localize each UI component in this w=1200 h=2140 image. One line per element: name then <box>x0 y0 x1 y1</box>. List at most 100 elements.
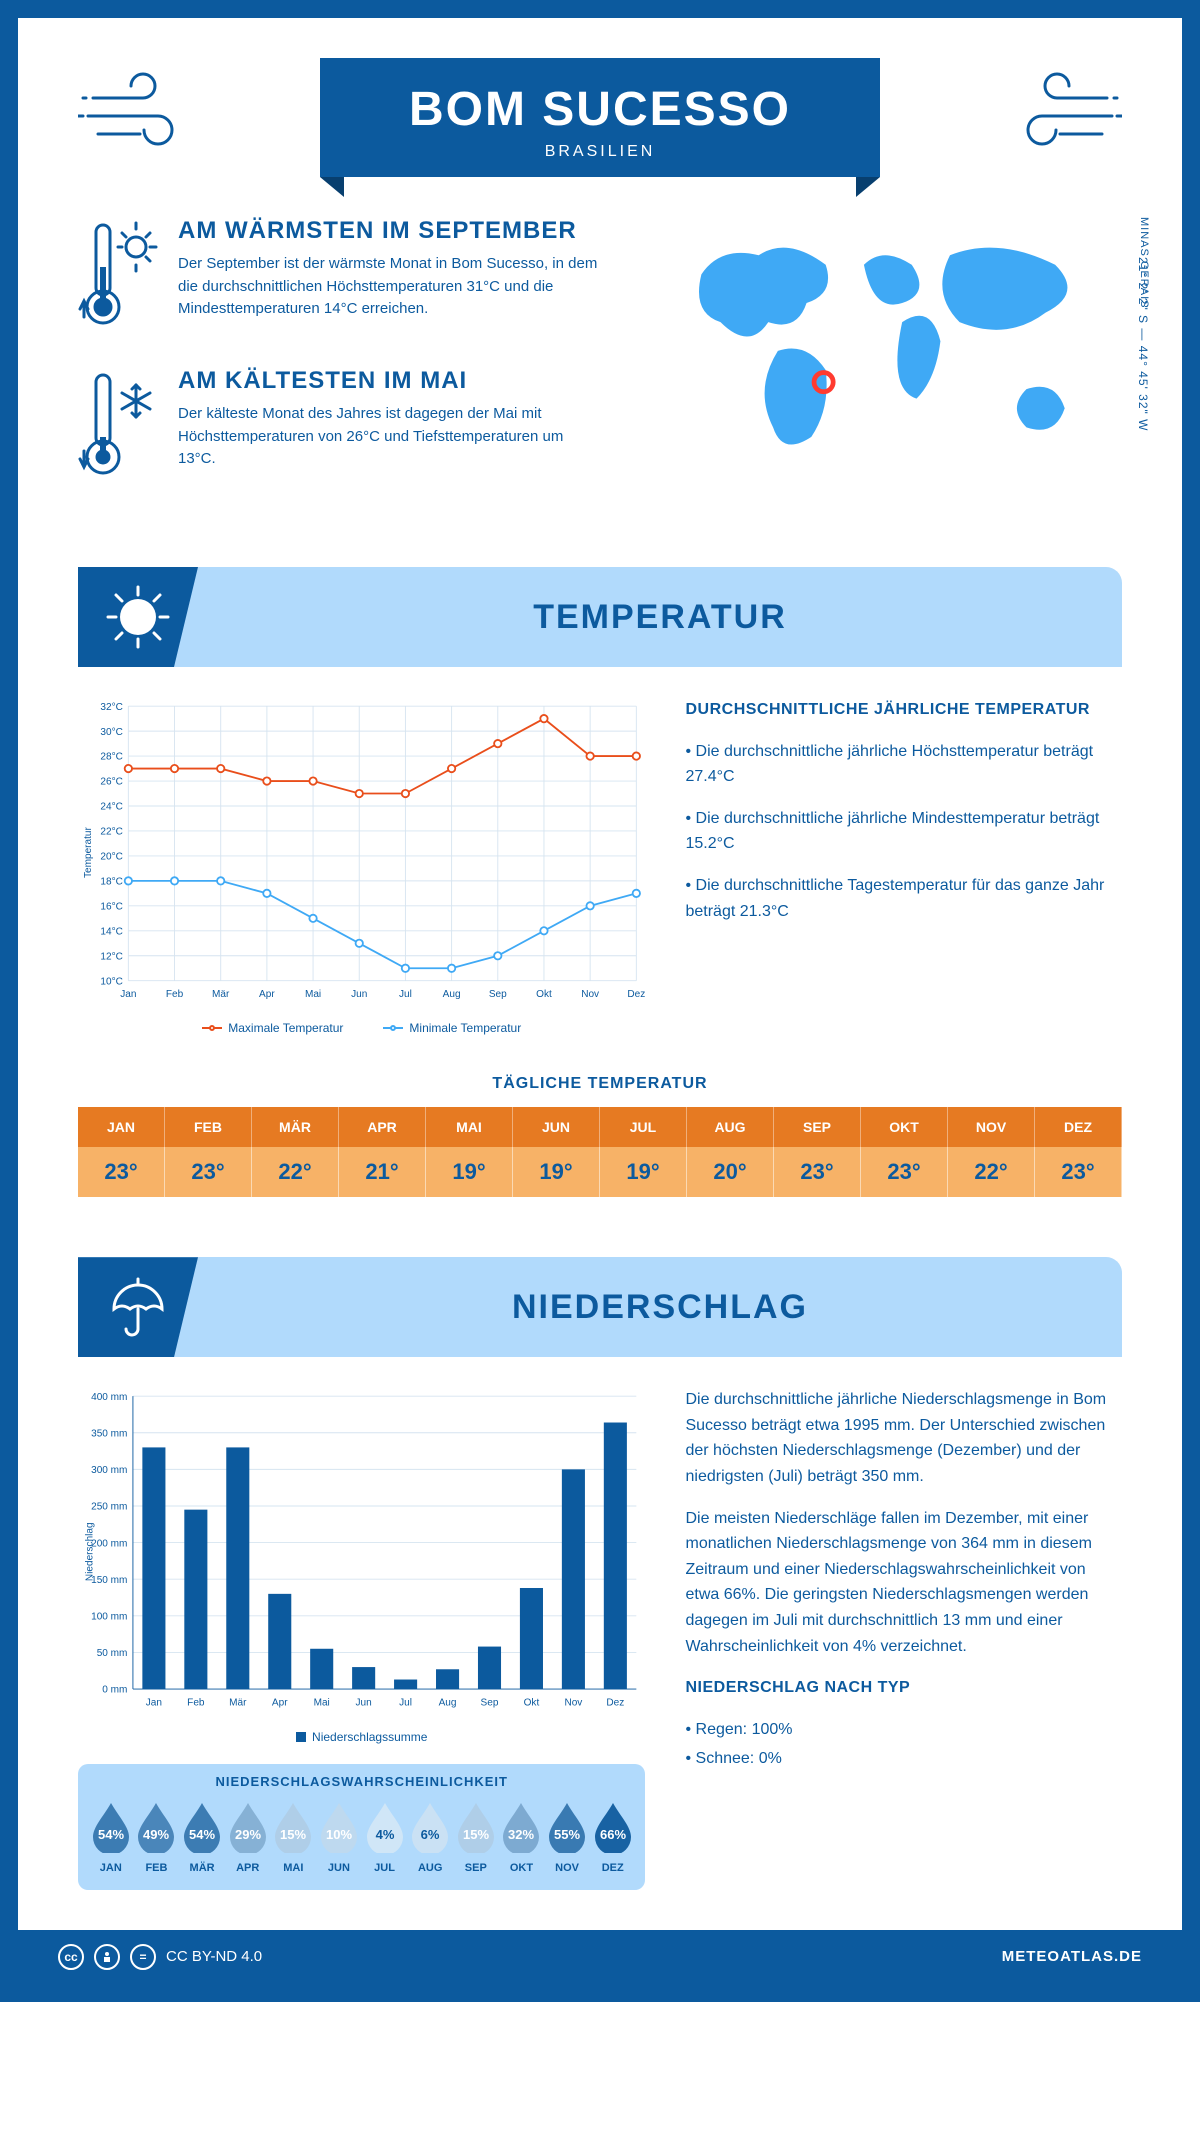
svg-text:Okt: Okt <box>536 989 552 1000</box>
by-icon <box>94 1944 120 1970</box>
avg-high-text: • Die durchschnittliche jährliche Höchst… <box>685 739 1122 790</box>
daily-temp-value: 21° <box>339 1147 426 1197</box>
temperature-title: TEMPERATUR <box>198 598 1122 637</box>
svg-text:Jul: Jul <box>399 989 412 1000</box>
svg-text:150 mm: 150 mm <box>91 1575 127 1586</box>
daily-temp-hdr: JAN <box>78 1107 165 1147</box>
probability-drop: 55% NOV <box>544 1799 590 1874</box>
umbrella-icon <box>102 1271 174 1343</box>
svg-text:50 mm: 50 mm <box>97 1648 128 1659</box>
precip-p1: Die durchschnittliche jährliche Niedersc… <box>685 1387 1122 1489</box>
warmest-text: Der September ist der wärmste Monat in B… <box>178 253 604 321</box>
daily-temp-hdr: NOV <box>948 1107 1035 1147</box>
probability-drop: 66% DEZ <box>590 1799 636 1874</box>
daily-temp-value: 22° <box>252 1147 339 1197</box>
svg-text:6%: 6% <box>421 1827 440 1842</box>
thermometer-snow-icon <box>78 367 158 487</box>
coldest-title: AM KÄLTESTEN IM MAI <box>178 367 604 395</box>
world-map <box>644 217 1122 490</box>
daily-temp-hdr: DEZ <box>1035 1107 1122 1147</box>
svg-text:20°C: 20°C <box>100 852 122 863</box>
svg-text:Jan: Jan <box>146 1698 162 1709</box>
daily-temp-hdr: JUL <box>600 1107 687 1147</box>
probability-drop: 10% JUN <box>316 1799 362 1874</box>
svg-text:Jan: Jan <box>120 989 136 1000</box>
svg-text:Sep: Sep <box>489 989 507 1000</box>
svg-text:Mai: Mai <box>305 989 321 1000</box>
svg-text:Niederschlag: Niederschlag <box>85 1523 96 1582</box>
precip-type-rain: • Regen: 100% <box>685 1717 1122 1743</box>
daily-temp-hdr: SEP <box>774 1107 861 1147</box>
svg-text:10%: 10% <box>326 1827 352 1842</box>
svg-text:300 mm: 300 mm <box>91 1465 127 1476</box>
precip-type-title: NIEDERSCHLAG NACH TYP <box>685 1675 1122 1701</box>
svg-text:16°C: 16°C <box>100 902 122 913</box>
probability-drop: 15% MAI <box>271 1799 317 1874</box>
daily-temp-hdr: OKT <box>861 1107 948 1147</box>
svg-text:49%: 49% <box>143 1827 169 1842</box>
precip-type-snow: • Schnee: 0% <box>685 1746 1122 1772</box>
wind-icon <box>78 68 198 158</box>
svg-text:Dez: Dez <box>627 989 645 1000</box>
overview: AM WÄRMSTEN IM SEPTEMBER Der September i… <box>78 217 1122 517</box>
probability-drop: 29% APR <box>225 1799 271 1874</box>
nd-icon: = <box>130 1944 156 1970</box>
thermometer-sun-icon <box>78 217 158 337</box>
daily-temp-hdr: FEB <box>165 1107 252 1147</box>
daily-temp-value: 19° <box>513 1147 600 1197</box>
svg-text:26°C: 26°C <box>100 777 122 788</box>
svg-text:Jul: Jul <box>399 1698 412 1709</box>
precipitation-bar-chart: 0 mm50 mm100 mm150 mm200 mm250 mm300 mm3… <box>78 1387 645 1717</box>
legend-max-label: Maximale Temperatur <box>228 1021 343 1035</box>
svg-text:Nov: Nov <box>564 1698 582 1709</box>
svg-text:Feb: Feb <box>187 1698 205 1709</box>
daily-temp-value: 23° <box>774 1147 861 1197</box>
daily-temp-hdr: APR <box>339 1107 426 1147</box>
svg-text:Mär: Mär <box>229 1698 247 1709</box>
daily-temp-value: 22° <box>948 1147 1035 1197</box>
daily-temp-table: JANFEBMÄRAPRMAIJUNJULAUGSEPOKTNOVDEZ 23°… <box>78 1107 1122 1197</box>
svg-text:350 mm: 350 mm <box>91 1429 127 1440</box>
daily-temp-value: 23° <box>165 1147 252 1197</box>
probability-drop: 6% AUG <box>407 1799 453 1874</box>
svg-text:100 mm: 100 mm <box>91 1612 127 1623</box>
legend-min-label: Minimale Temperatur <box>409 1021 521 1035</box>
svg-text:Temperatur: Temperatur <box>83 827 94 878</box>
warmest-title: AM WÄRMSTEN IM SEPTEMBER <box>178 217 604 245</box>
brand-text: METEOATLAS.DE <box>1002 1948 1142 1965</box>
probability-title: NIEDERSCHLAGSWAHRSCHEINLICHKEIT <box>88 1774 635 1789</box>
svg-text:Dez: Dez <box>606 1698 624 1709</box>
probability-drop: 54% MÄR <box>179 1799 225 1874</box>
daily-temp-value: 23° <box>861 1147 948 1197</box>
wind-icon <box>1002 68 1122 158</box>
precipitation-section-header: NIEDERSCHLAG <box>78 1257 1122 1357</box>
footer: cc = CC BY-ND 4.0 METEOATLAS.DE <box>18 1930 1182 1984</box>
svg-text:22°C: 22°C <box>100 827 122 838</box>
temperature-section-header: TEMPERATUR <box>78 567 1122 667</box>
warmest-block: AM WÄRMSTEN IM SEPTEMBER Der September i… <box>78 217 604 337</box>
sun-icon <box>102 581 174 653</box>
temperature-legend: Maximale Temperatur Minimale Temperatur <box>78 1021 645 1035</box>
svg-text:Mai: Mai <box>314 1698 330 1709</box>
daily-temp-hdr: JUN <box>513 1107 600 1147</box>
precip-p2: Die meisten Niederschläge fallen im Deze… <box>685 1506 1122 1660</box>
location-title: BOM SUCESSO <box>400 82 800 137</box>
header: BOM SUCESSO BRASILIEN <box>78 58 1122 177</box>
svg-text:200 mm: 200 mm <box>91 1538 127 1549</box>
svg-text:32%: 32% <box>508 1827 534 1842</box>
svg-text:30°C: 30°C <box>100 727 122 738</box>
svg-text:Aug: Aug <box>439 1698 457 1709</box>
svg-text:Sep: Sep <box>481 1698 499 1709</box>
legend-precip-label: Niederschlagssumme <box>312 1730 427 1744</box>
svg-text:54%: 54% <box>98 1827 124 1842</box>
daily-temp-title: TÄGLICHE TEMPERATUR <box>78 1075 1122 1093</box>
svg-text:15%: 15% <box>280 1827 306 1842</box>
precipitation-probability-band: NIEDERSCHLAGSWAHRSCHEINLICHKEIT 54% JAN … <box>78 1764 645 1890</box>
probability-drop: 4% JUL <box>362 1799 408 1874</box>
svg-text:Apr: Apr <box>272 1698 288 1709</box>
precipitation-legend: Niederschlagssumme <box>78 1730 645 1744</box>
svg-text:250 mm: 250 mm <box>91 1502 127 1513</box>
daily-temp-value: 19° <box>600 1147 687 1197</box>
coldest-text: Der kälteste Monat des Jahres ist dagege… <box>178 403 604 471</box>
probability-drop: 32% OKT <box>499 1799 545 1874</box>
